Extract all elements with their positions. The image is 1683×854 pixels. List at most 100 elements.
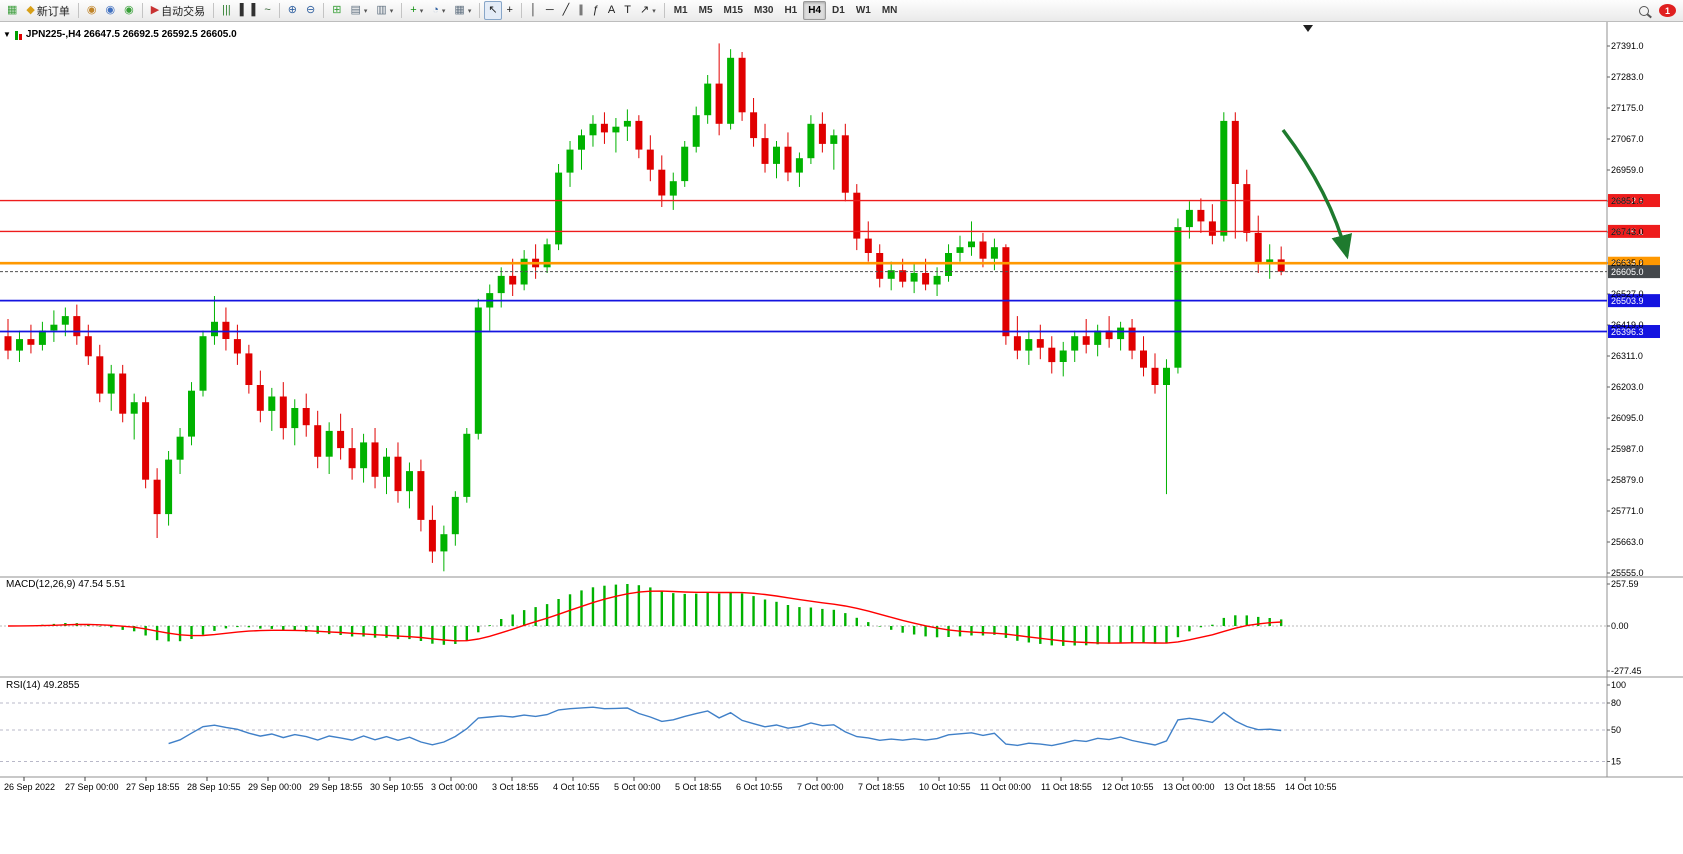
- arrows-button[interactable]: ↗ ▾: [636, 1, 660, 20]
- equidistant-channel-button[interactable]: ∥: [574, 1, 588, 20]
- tile-windows-button[interactable]: ⊞: [328, 1, 345, 20]
- periods-button[interactable]: ◔ ▾: [428, 1, 449, 20]
- svg-text:26527.0: 26527.0: [1611, 289, 1644, 299]
- timeframe-d1-button[interactable]: D1: [832, 5, 845, 16]
- chart-menu-triangle-icon[interactable]: ▼: [3, 30, 11, 39]
- svg-text:27 Sep 00:00: 27 Sep 00:00: [65, 782, 119, 792]
- toolbar-separator: [213, 3, 215, 18]
- macd-signal-line: [7, 590, 1282, 644]
- timeframe-m5-button[interactable]: M5: [698, 5, 713, 16]
- svg-text:26959.0: 26959.0: [1611, 165, 1644, 175]
- rsi-indicator-label: RSI(14) 49.2855: [6, 680, 80, 691]
- compass-button[interactable]: ◉: [83, 1, 101, 20]
- arrange-windows-dropdown-icon[interactable]: ▾: [363, 7, 368, 15]
- indicators-button[interactable]: + ▾: [406, 1, 427, 20]
- svg-text:3 Oct 00:00: 3 Oct 00:00: [431, 782, 478, 792]
- chart-title-text: JPN225-,H4 26647.5 26692.5 26592.5 26605…: [25, 29, 237, 40]
- svg-text:25771.0: 25771.0: [1611, 506, 1644, 516]
- candlestick-chart-icon: ▌▐: [239, 4, 256, 16]
- bar-chart-button[interactable]: |||: [218, 1, 235, 20]
- trend-arrow-annotation[interactable]: [1281, 128, 1353, 260]
- new-chart-button[interactable]: ▦: [3, 1, 21, 20]
- arrange-windows-button[interactable]: ▤ ▾: [346, 1, 371, 20]
- cascade-windows-icon: ▥: [376, 4, 387, 16]
- price-axis[interactable]: 27391.0 27283.0 27175.0 27067.0 26959.0 26851…: [1611, 41, 1644, 767]
- svg-text:0.00: 0.00: [1611, 621, 1629, 631]
- svg-text:26203.0: 26203.0: [1611, 382, 1644, 392]
- svg-text:26 Sep 2022: 26 Sep 2022: [4, 782, 55, 792]
- time-axis[interactable]: 26 Sep 2022 27 Sep 00:00 27 Sep 18:55 28 Se…: [4, 782, 1337, 792]
- svg-text:13 Oct 00:00: 13 Oct 00:00: [1163, 782, 1215, 792]
- vertical-line-icon: │: [529, 4, 537, 16]
- arrows-dropdown-icon[interactable]: ▾: [652, 7, 656, 15]
- arrows-icon: ↗: [639, 4, 650, 16]
- svg-text:7 Oct 18:55: 7 Oct 18:55: [858, 782, 905, 792]
- horizontal-line-icon: ─: [545, 4, 554, 16]
- periods-dropdown-icon[interactable]: ▾: [441, 7, 446, 15]
- svg-text:11 Oct 00:00: 11 Oct 00:00: [980, 782, 1031, 792]
- chart-area: 26852.6 26745.1 26634.2 26605.0 26503.9 26396…: [0, 22, 1683, 854]
- timeframe-h4-button[interactable]: H4: [803, 1, 827, 20]
- toolbar-separator: [323, 3, 325, 18]
- trendline-button[interactable]: ╱: [559, 1, 574, 20]
- timeframe-h1-button[interactable]: H1: [784, 5, 798, 16]
- community-button[interactable]: ◉: [120, 1, 138, 20]
- toolbar-separator: [520, 3, 522, 18]
- timeframe-m30-button[interactable]: M30: [753, 5, 774, 16]
- indicators-dropdown-icon[interactable]: ▾: [419, 7, 424, 15]
- price-badge: [1608, 294, 1660, 308]
- tile-windows-icon: ⊞: [332, 4, 342, 16]
- arrange-windows-icon: ▤: [350, 4, 361, 16]
- text-button[interactable]: A: [604, 1, 619, 20]
- text-label-button[interactable]: T: [620, 1, 635, 20]
- cursor-button[interactable]: ↖: [484, 1, 502, 20]
- new-order-button[interactable]: ◆ 新订单: [22, 1, 73, 20]
- toolbar-separator: [479, 3, 481, 18]
- bar-chart-icon: |||: [222, 4, 231, 16]
- timeframe-m1-button[interactable]: M1: [673, 5, 688, 16]
- svg-text:6 Oct 10:55: 6 Oct 10:55: [736, 782, 783, 792]
- templates-button[interactable]: ▦ ▾: [450, 1, 475, 20]
- notification-badge[interactable]: 1: [1659, 4, 1676, 17]
- cascade-windows-dropdown-icon[interactable]: ▾: [389, 7, 394, 15]
- chart-shift-marker-icon[interactable]: [1303, 25, 1313, 32]
- svg-text:29 Sep 00:00: 29 Sep 00:00: [248, 782, 302, 792]
- rsi-pane: [0, 702, 1607, 762]
- timeframe-m15-button[interactable]: M15: [723, 5, 743, 16]
- new-order-label: 新订单: [36, 5, 70, 18]
- macd-indicator-label: MACD(12,26,9) 47.54 5.51: [6, 579, 126, 590]
- crosshair-icon: +: [506, 4, 513, 16]
- timeframe-mn-button[interactable]: MN: [881, 5, 898, 16]
- line-chart-button[interactable]: ~: [260, 1, 274, 20]
- profile-button[interactable]: ◉: [101, 1, 119, 20]
- crosshair-button[interactable]: +: [503, 1, 517, 20]
- svg-text:25879.0: 25879.0: [1611, 475, 1644, 485]
- timeframe-w1-button[interactable]: W1: [855, 5, 871, 16]
- svg-text:5 Oct 00:00: 5 Oct 00:00: [614, 782, 661, 792]
- fibonacci-button[interactable]: ƒ: [589, 1, 603, 20]
- cascade-windows-button[interactable]: ▥ ▾: [372, 1, 397, 20]
- price-badge-label: 26745.1: [1611, 227, 1644, 237]
- periods-icon: ◔: [432, 4, 439, 16]
- svg-text:11 Oct 18:55: 11 Oct 18:55: [1041, 782, 1092, 792]
- svg-text:25663.0: 25663.0: [1611, 537, 1644, 547]
- community-icon: ◉: [124, 4, 134, 16]
- templates-dropdown-icon[interactable]: ▾: [467, 7, 472, 15]
- search-button[interactable]: [1635, 1, 1653, 20]
- vertical-line-button[interactable]: │: [526, 1, 541, 20]
- svg-text:14 Oct 10:55: 14 Oct 10:55: [1285, 782, 1337, 792]
- auto-trading-button[interactable]: ▶ 自动交易: [147, 1, 209, 20]
- compass-icon: ◉: [86, 4, 97, 16]
- zoom-in-button[interactable]: ⊕: [284, 1, 301, 20]
- new-order-icon: ◆: [26, 4, 35, 16]
- pane-borders: [0, 22, 1683, 781]
- text-label-icon: T: [624, 4, 631, 16]
- svg-text:25555.0: 25555.0: [1611, 568, 1644, 578]
- zoom-out-button[interactable]: ⊖: [302, 1, 319, 20]
- horizontal-line-button[interactable]: ─: [542, 1, 558, 20]
- candlestick-chart-button[interactable]: ▌▐: [236, 1, 260, 20]
- svg-text:27391.0: 27391.0: [1611, 41, 1644, 51]
